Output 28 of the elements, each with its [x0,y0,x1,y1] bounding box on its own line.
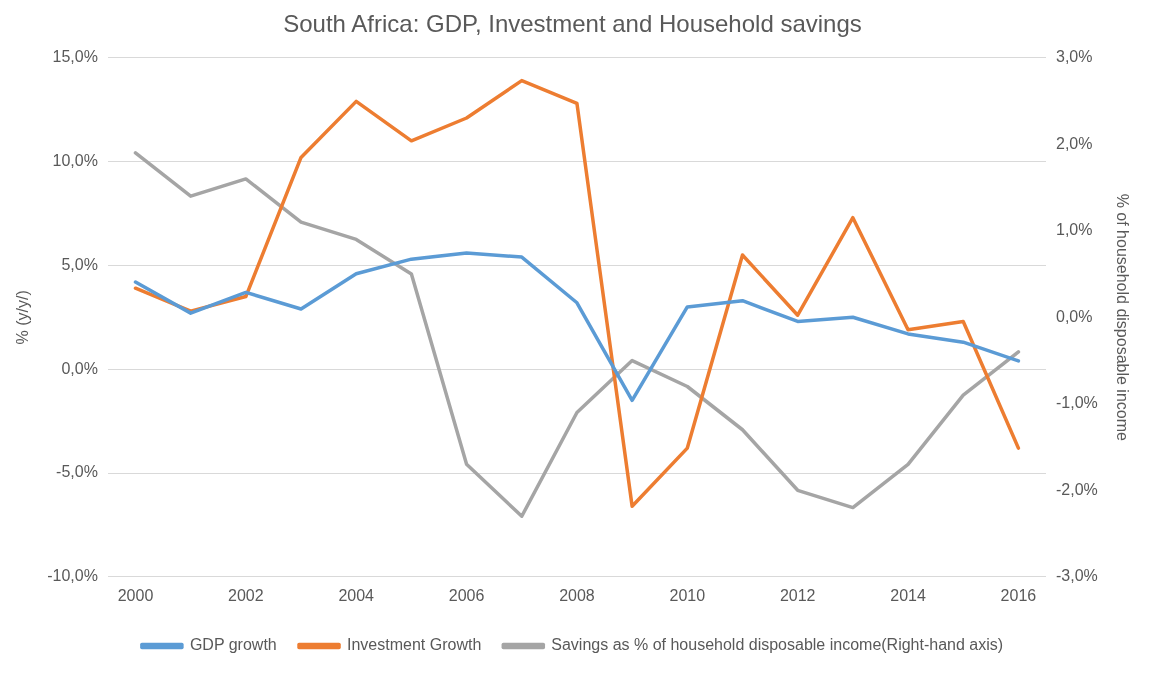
x-tick-label: 2000 [117,586,154,604]
x-tick-label: 2002 [228,586,264,604]
y2-tick-label: 2,0% [1056,134,1093,152]
x-tick-label: 2010 [669,586,706,604]
x-tick-label: 2008 [559,586,595,604]
x-tick-label: 2006 [448,586,485,604]
y2-tick-label: 3,0% [1056,48,1093,66]
y-tick-label: 0,0% [61,359,98,377]
y2-tick-label: 1,0% [1056,221,1093,239]
legend-label: Savings as % of household disposable income(Right-hand axis) [551,636,1004,654]
x-tick-label: 2014 [890,586,926,604]
x-tick-label: 2016 [1000,586,1037,604]
y-axis-title: % (y/y/) [14,290,32,345]
y2-tick-label: 0,0% [1056,307,1093,325]
y-tick-label: 10,0% [52,152,98,170]
x-tick-label: 2012 [779,586,816,604]
legend-label: Investment Growth [347,636,482,654]
legend-label: GDP growth [189,636,277,654]
y-tick-label: -5,0% [56,463,98,481]
y2-axis-title: % of household disposable income [1113,193,1131,442]
y2-tick-label: -3,0% [1056,567,1098,585]
y-tick-label: 15,0% [52,48,98,66]
y-tick-label: -10,0% [47,567,98,585]
chart-title: South Africa: GDP, Investment and Household savings [283,10,862,38]
y-tick-label: 5,0% [61,255,98,273]
x-tick-label: 2004 [338,586,375,604]
y2-tick-label: -1,0% [1056,394,1098,412]
y2-tick-label: -2,0% [1056,480,1098,498]
